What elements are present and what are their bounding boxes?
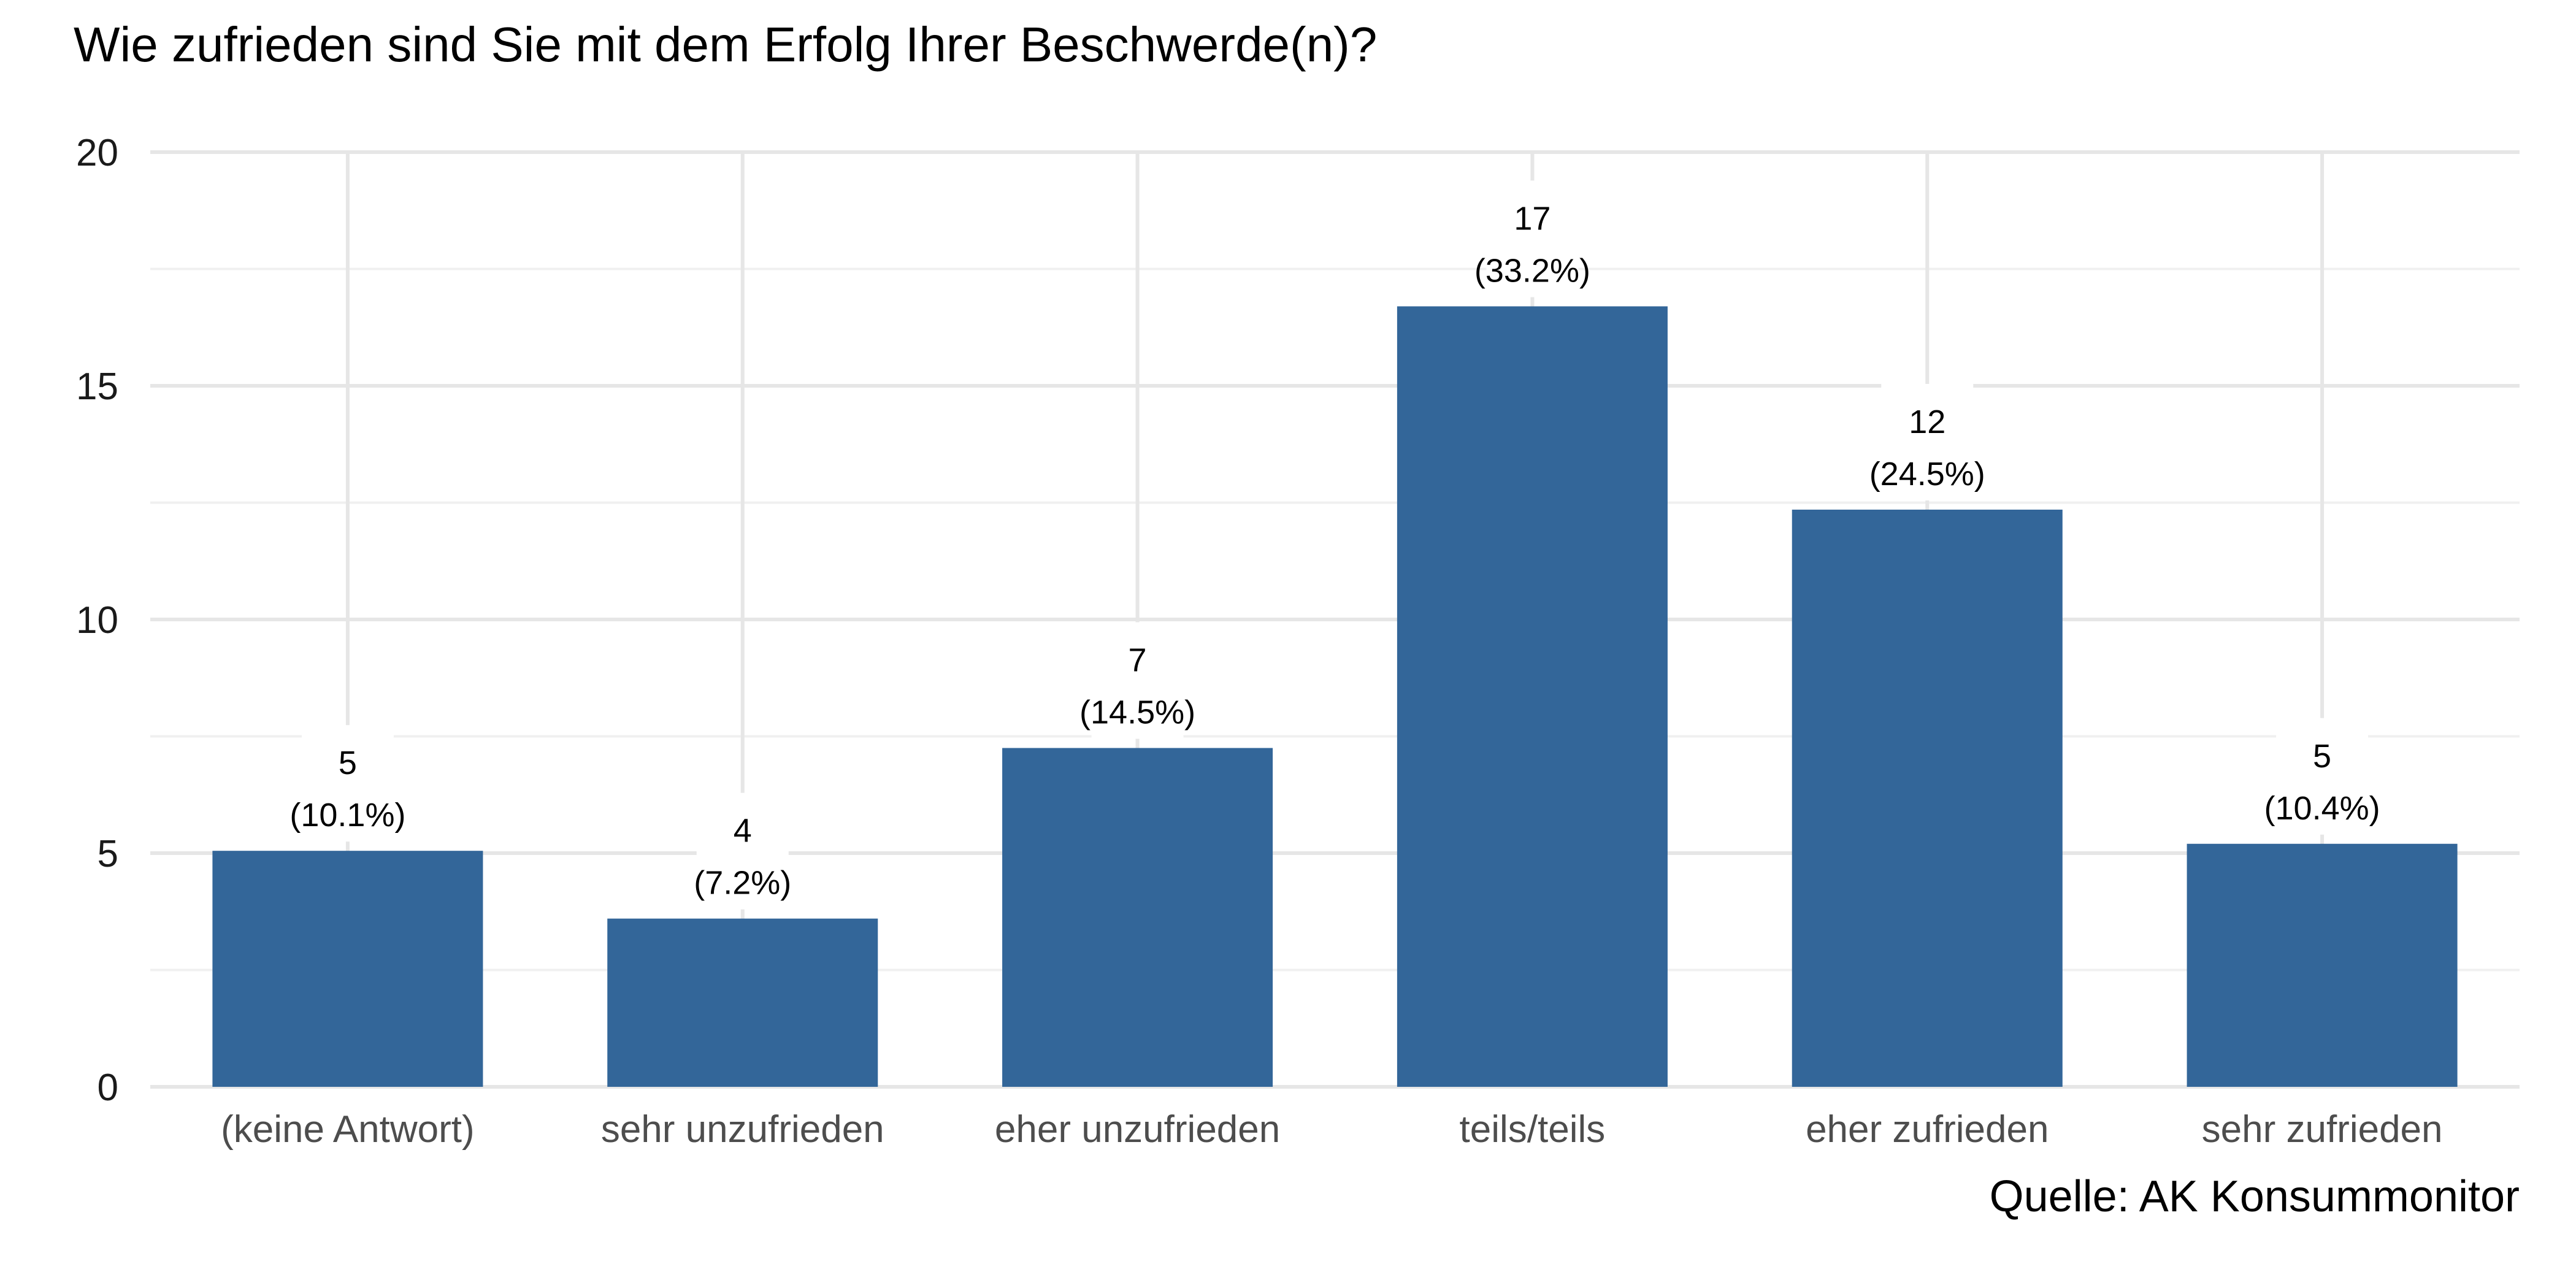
data-label-background	[2276, 718, 2369, 835]
bar	[2187, 843, 2458, 1087]
data-label-background	[301, 725, 394, 842]
data-label-percent: (14.5%)	[1079, 694, 1195, 731]
bars	[212, 306, 2458, 1087]
data-label-background	[696, 792, 789, 910]
data-label-percent: (33.2%)	[1474, 252, 1590, 289]
data-label-percent: (10.4%)	[2264, 790, 2380, 827]
x-tick-label: sehr unzufrieden	[601, 1108, 884, 1151]
data-label-percent: (7.2%)	[694, 865, 791, 902]
data-label-count: 5	[339, 745, 357, 781]
data-label-count: 5	[2313, 738, 2331, 775]
x-tick-label: eher zufrieden	[1806, 1108, 2049, 1151]
data-label-count: 4	[734, 813, 752, 849]
data-label-percent: (24.5%)	[1869, 456, 1985, 493]
y-axis-labels: 0 5 10 15 20	[76, 132, 118, 1109]
bar	[1002, 748, 1273, 1087]
data-label-count: 12	[1909, 404, 1945, 440]
chart-title: Wie zufrieden sind Sie mit dem Erfolg Ih…	[74, 17, 1377, 72]
bar	[212, 851, 483, 1087]
y-tick-label: 0	[98, 1067, 118, 1109]
data-label-percent: (10.1%)	[289, 797, 405, 834]
data-label-count: 7	[1129, 642, 1147, 679]
data-label-background	[1486, 180, 1579, 297]
bar	[607, 918, 878, 1087]
x-tick-label: teils/teils	[1460, 1108, 1606, 1151]
bar	[1792, 509, 2063, 1087]
y-tick-label: 5	[98, 833, 118, 875]
y-tick-label: 15	[76, 366, 118, 408]
bar	[1397, 306, 1668, 1087]
x-axis-labels: (keine Antwort) sehr unzufrieden eher unzu…	[221, 1108, 2442, 1151]
y-tick-label: 10	[76, 599, 118, 642]
chart-caption: Quelle: AK Konsummonitor	[1990, 1172, 2520, 1221]
x-tick-label: (keine Antwort)	[221, 1108, 475, 1151]
grid-lines	[150, 150, 2520, 1089]
x-tick-label: eher unzufrieden	[995, 1108, 1280, 1151]
data-label-background	[1881, 383, 1974, 500]
data-labels: 5 (10.1%) 4 (7.2%) 7 (14.5%) 17 (33.2%) 12 (24.5%…	[289, 180, 2380, 910]
data-label-count: 17	[1514, 200, 1551, 237]
data-label-background	[1091, 622, 1184, 739]
y-tick-label: 20	[76, 132, 118, 174]
x-tick-label: sehr zufrieden	[2202, 1108, 2443, 1151]
